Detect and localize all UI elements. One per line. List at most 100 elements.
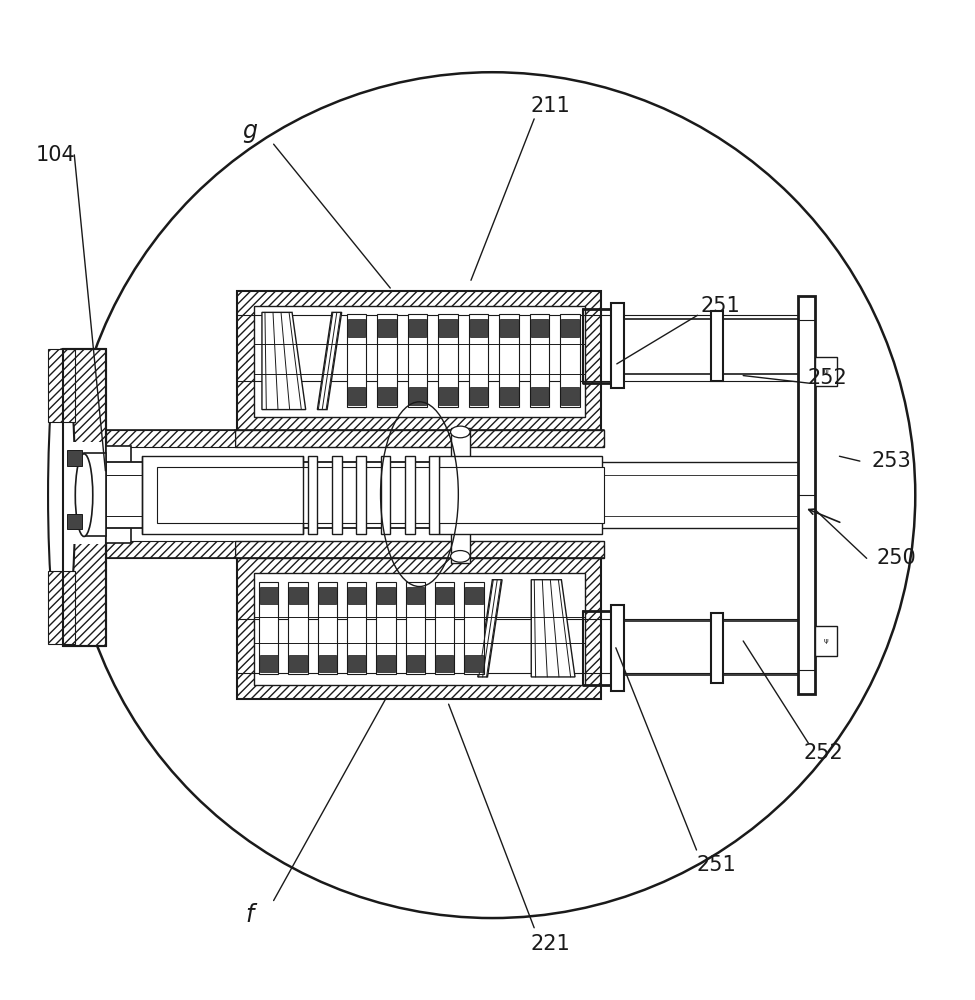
- Bar: [500, 387, 518, 405]
- Ellipse shape: [450, 551, 470, 562]
- Bar: [611, 303, 624, 388]
- Circle shape: [69, 72, 916, 918]
- Text: ψ: ψ: [824, 369, 828, 375]
- Bar: [405, 456, 414, 534]
- Bar: [318, 582, 337, 674]
- Text: 251: 251: [701, 296, 741, 316]
- Bar: [450, 524, 470, 563]
- Bar: [347, 319, 365, 337]
- Bar: [561, 314, 580, 407]
- Bar: [409, 319, 426, 337]
- Bar: [157, 467, 604, 523]
- Bar: [347, 582, 367, 674]
- Bar: [611, 605, 624, 691]
- Bar: [290, 655, 307, 672]
- Bar: [436, 587, 453, 604]
- Bar: [409, 387, 426, 405]
- Bar: [470, 319, 488, 337]
- Bar: [356, 456, 366, 534]
- Ellipse shape: [48, 349, 75, 641]
- Polygon shape: [478, 580, 502, 677]
- Polygon shape: [531, 580, 575, 677]
- Bar: [408, 314, 427, 407]
- Bar: [48, 571, 75, 644]
- Bar: [530, 387, 548, 405]
- Polygon shape: [262, 312, 306, 410]
- Bar: [499, 314, 519, 407]
- Bar: [348, 655, 366, 672]
- Bar: [562, 319, 579, 337]
- Bar: [106, 541, 235, 558]
- Bar: [562, 387, 579, 405]
- Bar: [319, 587, 336, 604]
- Bar: [380, 456, 390, 534]
- Text: 251: 251: [696, 855, 736, 875]
- Bar: [529, 314, 549, 407]
- Bar: [84, 453, 106, 536]
- Bar: [260, 655, 278, 672]
- Bar: [142, 456, 303, 534]
- Bar: [106, 430, 235, 447]
- Text: 221: 221: [530, 934, 570, 954]
- Bar: [48, 349, 75, 422]
- Bar: [450, 428, 470, 467]
- Bar: [711, 613, 722, 683]
- Bar: [62, 349, 106, 646]
- Bar: [348, 587, 366, 604]
- Bar: [106, 447, 235, 541]
- Bar: [530, 319, 548, 337]
- Bar: [429, 456, 439, 534]
- Bar: [62, 442, 106, 544]
- Bar: [289, 582, 308, 674]
- Bar: [66, 514, 82, 529]
- Bar: [347, 387, 365, 405]
- Bar: [711, 311, 722, 381]
- Bar: [376, 582, 396, 674]
- Bar: [439, 319, 456, 337]
- Bar: [815, 626, 837, 656]
- Bar: [470, 387, 488, 405]
- Bar: [260, 587, 278, 604]
- Bar: [377, 587, 395, 604]
- Bar: [439, 387, 456, 405]
- Bar: [436, 655, 453, 672]
- Bar: [378, 319, 396, 337]
- Text: 252: 252: [808, 368, 847, 388]
- Bar: [469, 314, 488, 407]
- Bar: [106, 446, 131, 543]
- Bar: [438, 314, 457, 407]
- Bar: [406, 582, 425, 674]
- Bar: [66, 450, 82, 466]
- Bar: [254, 306, 585, 417]
- Bar: [235, 541, 604, 558]
- Bar: [259, 582, 279, 674]
- Bar: [465, 587, 483, 604]
- Text: 104: 104: [35, 145, 75, 165]
- Bar: [377, 314, 397, 407]
- Bar: [237, 558, 602, 699]
- Text: g: g: [242, 119, 256, 143]
- Bar: [500, 319, 518, 337]
- Text: 250: 250: [877, 548, 916, 568]
- Bar: [237, 291, 602, 432]
- Ellipse shape: [75, 454, 93, 536]
- Bar: [235, 430, 604, 447]
- Bar: [377, 655, 395, 672]
- Text: ψ: ψ: [824, 638, 828, 644]
- Bar: [435, 582, 454, 674]
- Polygon shape: [317, 312, 341, 410]
- Bar: [308, 456, 317, 534]
- Bar: [290, 587, 307, 604]
- Bar: [407, 587, 424, 604]
- Bar: [346, 314, 366, 407]
- Bar: [332, 456, 341, 534]
- Bar: [254, 573, 585, 685]
- Bar: [235, 447, 604, 541]
- Text: 253: 253: [872, 451, 912, 471]
- Bar: [106, 462, 603, 528]
- Bar: [439, 456, 603, 534]
- Ellipse shape: [450, 426, 470, 438]
- Bar: [815, 357, 837, 386]
- Bar: [378, 387, 396, 405]
- Text: 211: 211: [530, 96, 570, 116]
